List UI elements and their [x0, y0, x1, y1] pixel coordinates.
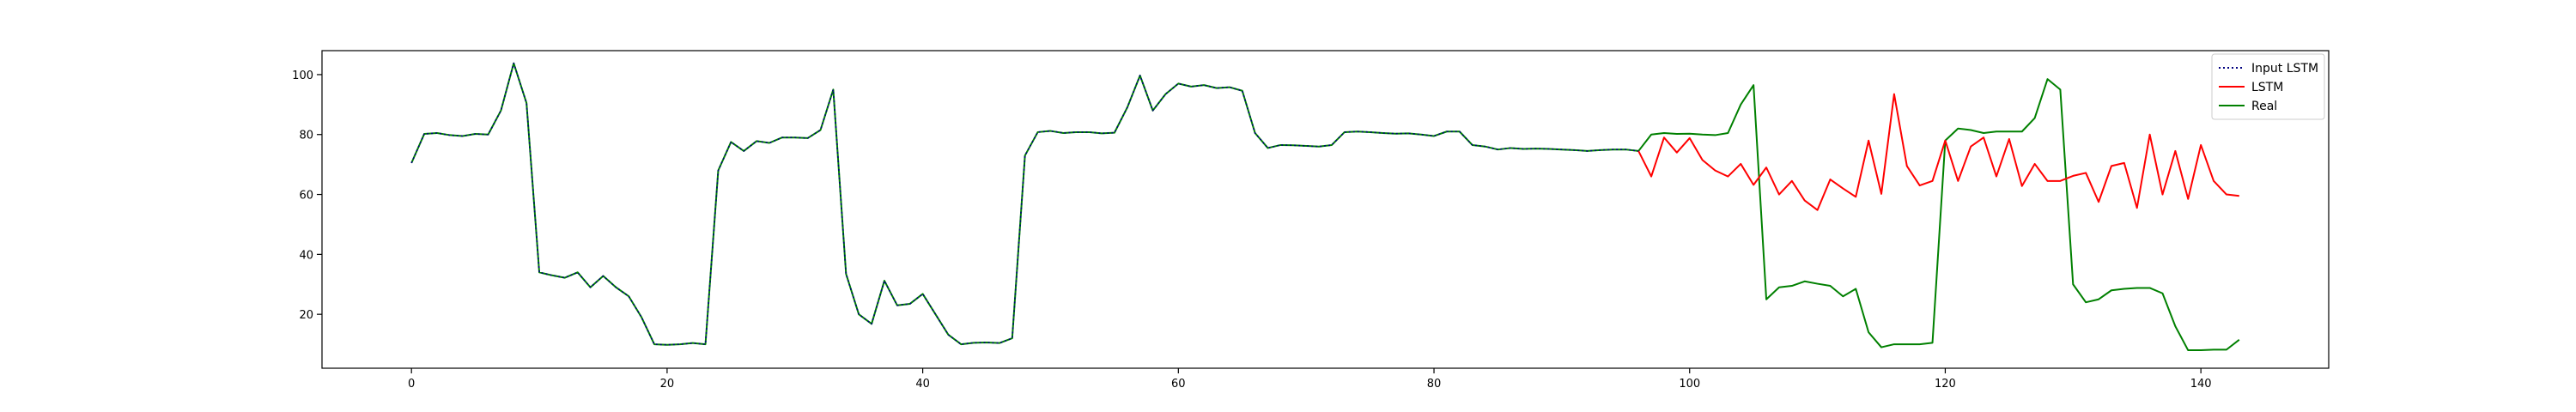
x-tick-label-60: 60 [1171, 378, 1186, 391]
y-tick-label-40: 40 [299, 249, 313, 262]
axes-layer: 0 20 40 60 80 100 120 140 20 40 60 80 100 [292, 70, 2211, 391]
series-line-input-lstm [410, 62, 1639, 346]
series-layer [410, 62, 2240, 352]
x-tick-label-140: 140 [2190, 378, 2212, 391]
series-input-lstm [410, 62, 1639, 346]
legend: Input LSTM LSTM Real [2211, 53, 2325, 120]
series-lstm [1637, 93, 2239, 211]
x-tick-label-120: 120 [1935, 378, 1956, 391]
x-tick-label-80: 80 [1427, 378, 1442, 391]
series-line-lstm [1637, 93, 2239, 211]
y-tick-label-80: 80 [299, 130, 313, 142]
x-tick-label-20: 20 [660, 378, 675, 391]
legend-label-real: Real [2251, 100, 2277, 113]
y-tick-label-100: 100 [292, 70, 313, 82]
series-real [410, 62, 2240, 352]
y-tick-label-60: 60 [299, 190, 313, 203]
series-line-real [410, 62, 2240, 352]
x-tick-label-0: 0 [408, 378, 415, 391]
legend-label-lstm: LSTM [2251, 81, 2283, 94]
x-tick-label-100: 100 [1679, 378, 1700, 391]
plot-frame [321, 50, 2330, 369]
legend-box [2211, 53, 2325, 120]
legend-label-input-lstm: Input LSTM [2251, 62, 2318, 76]
y-tick-label-20: 20 [299, 309, 313, 322]
x-tick-label-40: 40 [915, 378, 930, 391]
